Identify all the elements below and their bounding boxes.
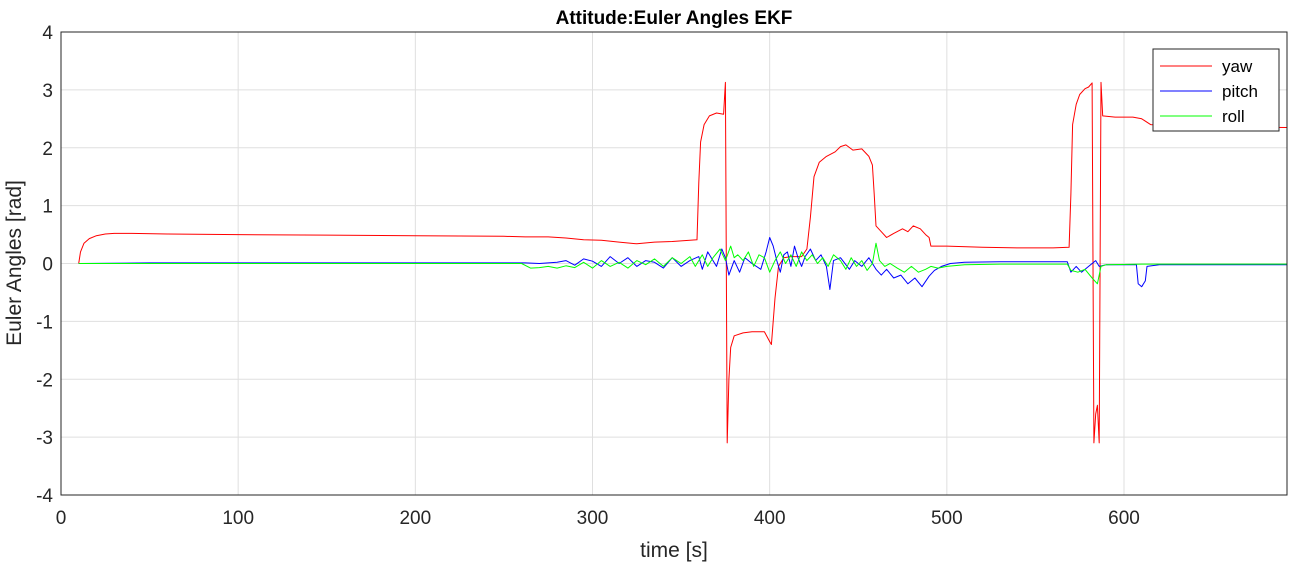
tick-labels: 0 100 200 300 400 500 600 -4 -3 -2 -1 0 1 2 3 4 bbox=[36, 23, 1140, 529]
x-tick-label: 100 bbox=[222, 508, 254, 529]
y-tick-label: 2 bbox=[42, 139, 53, 160]
legend-label-roll: roll bbox=[1222, 107, 1245, 126]
y-tick-label: -3 bbox=[36, 428, 53, 449]
y-tick-label: -4 bbox=[36, 486, 53, 507]
y-tick-label: 4 bbox=[42, 23, 53, 44]
x-tick-label: 200 bbox=[399, 508, 431, 529]
legend-label-pitch: pitch bbox=[1222, 82, 1258, 101]
x-tick-label: 0 bbox=[56, 508, 67, 529]
legend-label-yaw: yaw bbox=[1222, 57, 1253, 76]
series-line-yaw bbox=[78, 81, 1288, 444]
y-axis-label: Euler Angles [rad] bbox=[3, 180, 26, 346]
y-tick-label: 3 bbox=[42, 81, 53, 102]
x-axis-label: time [s] bbox=[640, 539, 708, 562]
legend-box bbox=[1152, 48, 1280, 132]
series-lines bbox=[78, 81, 1288, 444]
x-tick-label: 400 bbox=[754, 508, 786, 529]
y-tick-label: 1 bbox=[42, 197, 53, 218]
x-tick-label: 300 bbox=[577, 508, 609, 529]
legend: yaw pitch roll bbox=[1152, 48, 1280, 132]
y-tick-label: -1 bbox=[36, 312, 53, 333]
series-line-pitch bbox=[78, 237, 1287, 290]
y-tick-label: -2 bbox=[36, 370, 53, 391]
chart-title: Attitude:Euler Angles EKF bbox=[556, 8, 793, 29]
plot-border bbox=[60, 31, 1288, 496]
x-tick-label: 500 bbox=[931, 508, 963, 529]
y-tick-label: 0 bbox=[42, 255, 53, 276]
x-tick-label: 600 bbox=[1108, 508, 1140, 529]
series-line-roll bbox=[78, 242, 1287, 285]
